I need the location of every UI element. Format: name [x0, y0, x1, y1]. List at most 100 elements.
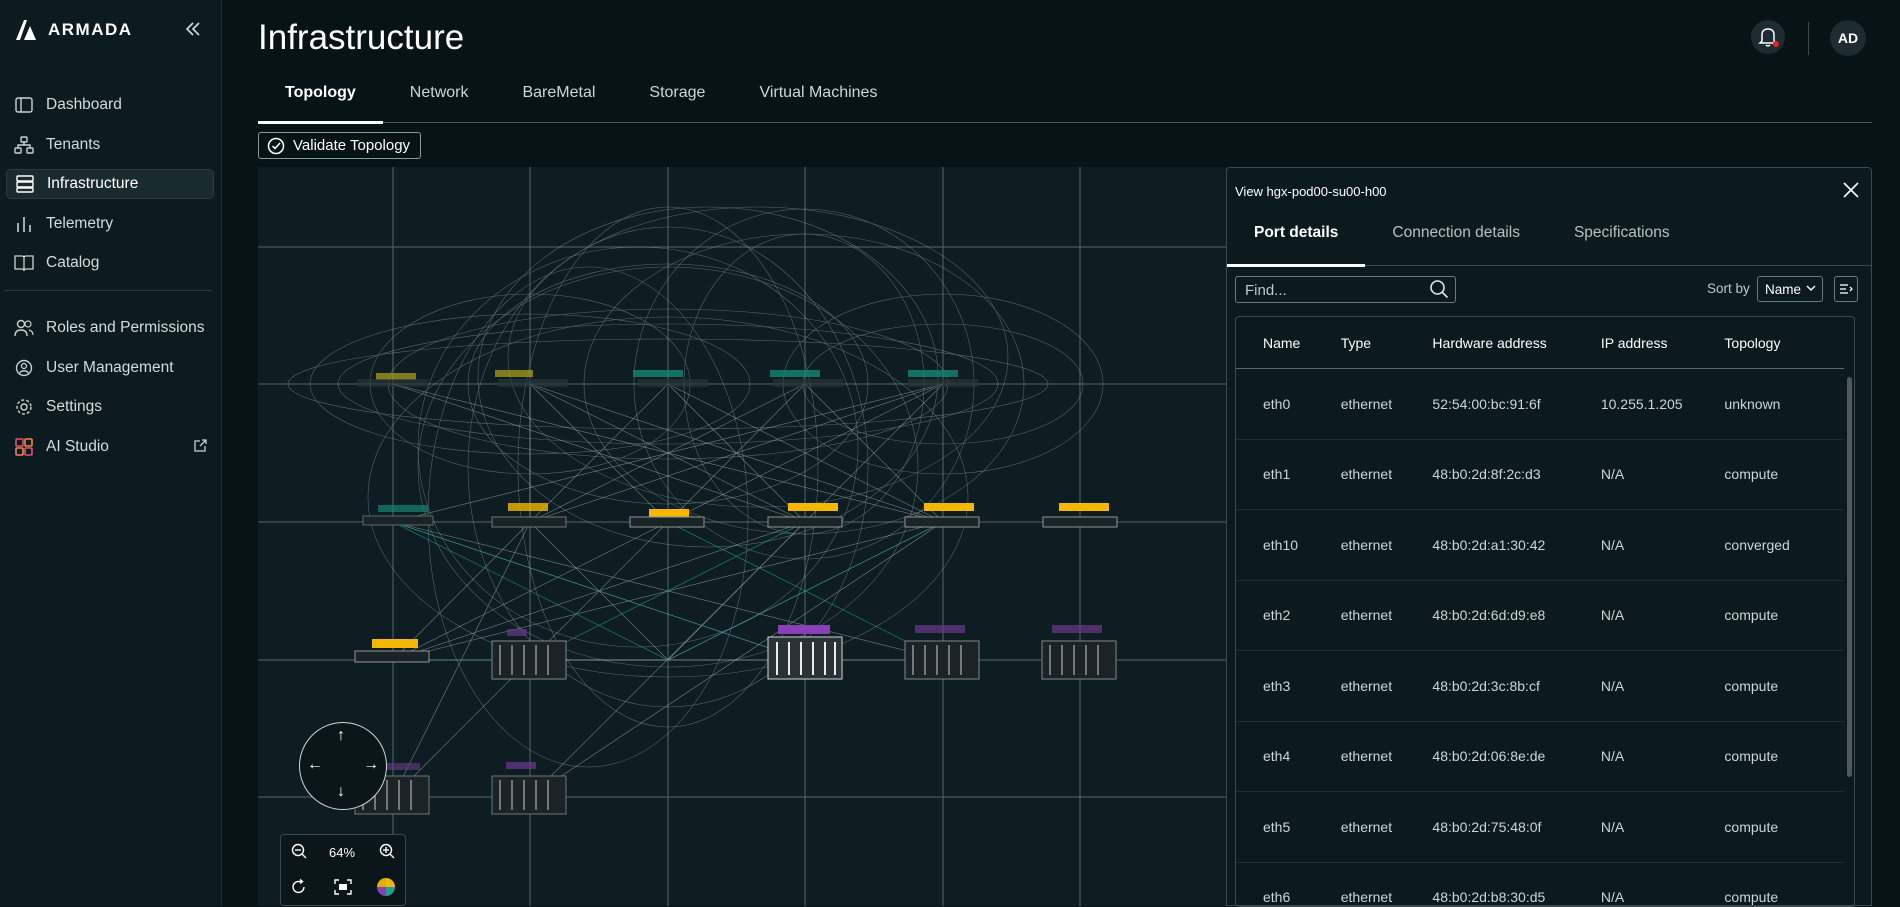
pan-down-icon[interactable]: ↓ [337, 783, 345, 801]
pan-control[interactable]: ↑ ← → ↓ [299, 722, 387, 810]
sidebar-item-label: Infrastructure [47, 175, 138, 193]
cell-name: eth1 [1236, 466, 1341, 482]
cell-ip-address: N/A [1601, 466, 1725, 482]
panel-tab-bar: Port details Connection details Specific… [1227, 210, 1871, 266]
cell-name: eth3 [1236, 678, 1341, 694]
sidebar-item-settings[interactable]: Settings [6, 392, 214, 422]
cell-ip-address: N/A [1601, 678, 1725, 694]
tab-baremetal[interactable]: BareMetal [495, 76, 622, 123]
column-header-name[interactable]: Name [1236, 335, 1341, 351]
sidebar-item-user-management[interactable]: User Management [6, 353, 214, 383]
table-row[interactable]: eth3 ethernet 48:b0:2d:3c:8b:cf N/A comp… [1236, 651, 1844, 722]
search-input[interactable]: Find... [1235, 276, 1456, 303]
cell-topology: unknown [1724, 396, 1844, 412]
collapse-sidebar-icon[interactable] [184, 20, 202, 44]
topology-canvas[interactable]: ↑ ← → ↓ 64% [258, 167, 1228, 906]
dashboard-icon [14, 95, 34, 115]
validate-topology-button[interactable]: Validate Topology [258, 132, 421, 159]
tab-bar: Topology Network BareMetal Storage Virtu… [258, 76, 1872, 123]
sidebar-item-ai-studio[interactable]: AI Studio [6, 432, 214, 462]
tab-connection-details[interactable]: Connection details [1365, 210, 1547, 266]
column-header-topology[interactable]: Topology [1724, 335, 1844, 351]
tab-storage[interactable]: Storage [622, 76, 732, 123]
pan-right-icon[interactable]: → [363, 756, 379, 774]
table-row[interactable]: eth4 ethernet 48:b0:2d:06:8e:de N/A comp… [1236, 722, 1844, 793]
column-header-ip-address[interactable]: IP address [1601, 335, 1725, 351]
sidebar-item-label: User Management [46, 359, 174, 377]
cell-topology: compute [1724, 466, 1844, 482]
table-header: Name Type Hardware address IP address To… [1236, 317, 1844, 369]
cell-hardware-address: 48:b0:2d:a1:30:42 [1432, 537, 1600, 553]
brand-name: ARMADA [48, 20, 133, 40]
cell-type: ethernet [1341, 466, 1433, 482]
sort-direction-button[interactable] [1834, 276, 1858, 302]
cell-topology: converged [1724, 537, 1844, 553]
people-icon [14, 318, 34, 338]
check-circle-icon [267, 137, 285, 155]
cell-name: eth5 [1236, 819, 1341, 835]
cell-hardware-address: 48:b0:2d:3c:8b:cf [1432, 678, 1600, 694]
sidebar-item-label: Roles and Permissions [46, 319, 205, 337]
cell-ip-address: 10.255.1.205 [1601, 396, 1725, 412]
table-row[interactable]: eth2 ethernet 48:b0:2d:6d:d9:e8 N/A comp… [1236, 581, 1844, 652]
cell-hardware-address: 48:b0:2d:06:8e:de [1432, 748, 1600, 764]
bar-chart-icon [14, 214, 34, 234]
cell-name: eth2 [1236, 607, 1341, 623]
zoom-out-icon[interactable] [291, 843, 307, 862]
search-icon[interactable] [1429, 279, 1449, 304]
table-scrollbar[interactable] [1847, 377, 1852, 777]
external-link-icon[interactable] [193, 438, 208, 458]
cell-hardware-address: 48:b0:2d:6d:d9:e8 [1432, 607, 1600, 623]
sidebar-item-tenants[interactable]: Tenants [6, 130, 214, 160]
server-icon [15, 174, 35, 194]
tab-network[interactable]: Network [383, 76, 496, 123]
sort-select[interactable]: Name [1757, 276, 1823, 302]
zoom-level: 64% [329, 845, 355, 860]
column-header-hardware-address[interactable]: Hardware address [1432, 335, 1600, 351]
tab-specifications[interactable]: Specifications [1547, 210, 1697, 266]
cell-hardware-address: 52:54:00:bc:91:6f [1432, 396, 1600, 412]
sidebar-item-label: Telemetry [46, 215, 113, 233]
tab-topology[interactable]: Topology [258, 76, 383, 123]
close-icon[interactable] [1843, 178, 1859, 204]
topology-graph[interactable] [258, 167, 1228, 906]
cell-type: ethernet [1341, 819, 1433, 835]
cell-type: ethernet [1341, 396, 1433, 412]
validate-topology-label: Validate Topology [293, 137, 410, 154]
color-legend-icon[interactable] [377, 878, 395, 899]
sidebar-item-roles-and-permissions[interactable]: Roles and Permissions [6, 313, 214, 343]
sidebar-item-infrastructure[interactable]: Infrastructure [6, 169, 214, 199]
user-gear-icon [14, 358, 34, 378]
table-row[interactable]: eth5 ethernet 48:b0:2d:75:48:0f N/A comp… [1236, 792, 1844, 863]
cell-topology: compute [1724, 889, 1844, 905]
sidebar-divider [4, 290, 212, 291]
pan-up-icon[interactable]: ↑ [337, 727, 345, 745]
reset-view-icon[interactable] [291, 879, 307, 898]
sidebar-item-catalog[interactable]: Catalog [6, 248, 214, 278]
sidebar-item-telemetry[interactable]: Telemetry [6, 209, 214, 239]
notification-dot [1773, 41, 1779, 47]
fit-to-screen-icon[interactable] [334, 879, 352, 898]
avatar[interactable]: AD [1830, 20, 1866, 56]
cell-name: eth6 [1236, 889, 1341, 905]
sidebar-item-dashboard[interactable]: Dashboard [6, 90, 214, 120]
pan-left-icon[interactable]: ← [307, 756, 323, 774]
node-details-panel: View hgx-pod00-su00-h00 Port details Con… [1226, 167, 1872, 906]
column-header-type[interactable]: Type [1341, 335, 1433, 351]
main-content: Infrastructure AD Topology Network BareM… [258, 0, 1900, 906]
tab-port-details[interactable]: Port details [1227, 210, 1365, 266]
cell-topology: compute [1724, 607, 1844, 623]
zoom-in-icon[interactable] [379, 843, 395, 862]
table-row[interactable]: eth1 ethernet 48:b0:2d:8f:2c:d3 N/A comp… [1236, 440, 1844, 511]
table-row[interactable]: eth6 ethernet 48:b0:2d:b8:30:d5 N/A comp… [1236, 863, 1844, 907]
port-table: Name Type Hardware address IP address To… [1235, 316, 1855, 907]
table-row[interactable]: eth0 ethernet 52:54:00:bc:91:6f 10.255.1… [1236, 369, 1844, 440]
armada-logo[interactable]: ARMADA [14, 18, 133, 42]
chevron-down-icon [1806, 281, 1816, 296]
cell-type: ethernet [1341, 748, 1433, 764]
tab-virtual-machines[interactable]: Virtual Machines [732, 76, 904, 123]
notifications-button[interactable] [1751, 20, 1785, 54]
zoom-controls: 64% [280, 834, 406, 906]
book-icon [14, 253, 34, 273]
table-row[interactable]: eth10 ethernet 48:b0:2d:a1:30:42 N/A con… [1236, 510, 1844, 581]
